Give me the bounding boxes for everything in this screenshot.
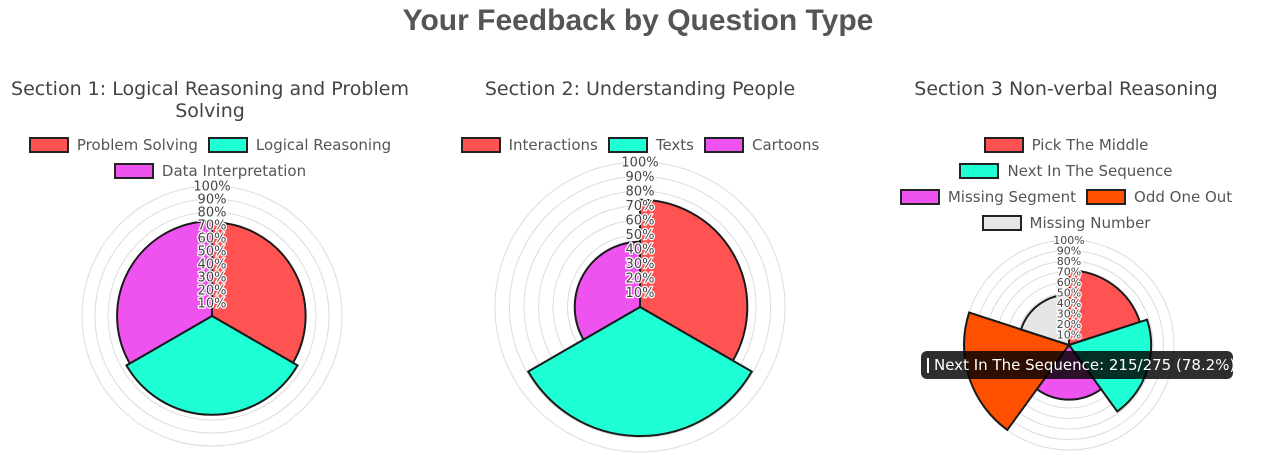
- tick-label: 20%: [626, 272, 655, 287]
- tick-label: 10%: [626, 286, 655, 301]
- tick-label: 60%: [626, 214, 655, 229]
- chart-tooltip: Next In The Sequence: 215/275 (78.2%): [921, 351, 1233, 379]
- tooltip-swatch: [927, 358, 929, 373]
- tick-label: 30%: [626, 257, 655, 272]
- tick-label: 90%: [626, 170, 655, 185]
- tick-label: 80%: [626, 185, 655, 200]
- tick-label: 50%: [626, 228, 655, 243]
- tooltip-text: Next In The Sequence: 215/275 (78.2%): [934, 356, 1235, 374]
- tick-label: 100%: [621, 156, 658, 171]
- tick-label: 50%: [198, 245, 227, 260]
- tick-label: 90%: [198, 193, 227, 208]
- tick-label: 40%: [198, 258, 227, 273]
- tick-label: 70%: [626, 199, 655, 214]
- polar-area-chart: 10%20%30%40%50%60%70%80%90%100%: [856, 0, 1276, 455]
- chart-panel-section-1: Section 1: Logical Reasoning and Problem…: [0, 0, 420, 455]
- tick-label: 60%: [198, 232, 227, 247]
- tick-label-group: 10%20%30%40%50%60%70%80%90%100%: [621, 156, 658, 302]
- tick-label: 100%: [1053, 234, 1084, 247]
- tick-label: 30%: [198, 271, 227, 286]
- tick-label-group: 10%20%30%40%50%60%70%80%90%100%: [1053, 234, 1084, 341]
- tick-label: 40%: [626, 243, 655, 258]
- tick-label: 70%: [198, 219, 227, 234]
- chart-panel-section-2: Section 2: Understanding People Interact…: [430, 0, 850, 455]
- tick-label: 20%: [198, 284, 227, 299]
- tick-label: 10%: [198, 297, 227, 312]
- tick-label: 80%: [198, 206, 227, 221]
- tick-label-group: 10%20%30%40%50%60%70%80%90%100%: [193, 180, 230, 312]
- polar-area-chart: 10%20%30%40%50%60%70%80%90%100%: [430, 0, 850, 455]
- polar-area-chart: 10%20%30%40%50%60%70%80%90%100%: [0, 0, 420, 455]
- chart-panel-section-3: Section 3 Non-verbal Reasoning Pick The …: [856, 0, 1276, 455]
- tick-label: 100%: [193, 180, 230, 195]
